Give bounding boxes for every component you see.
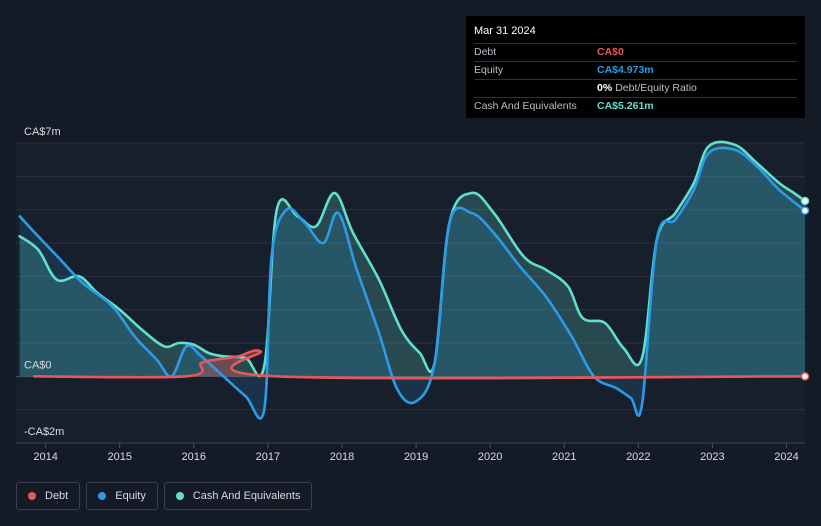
- x-tick-label: 2021: [552, 451, 576, 463]
- x-tick-label: 2018: [330, 451, 354, 463]
- tooltip-row-debt: Debt CA$0: [474, 43, 797, 61]
- area-cash: [19, 141, 805, 377]
- tooltip: Mar 31 2024 Debt CA$0 Equity CA$4.973m 0…: [466, 16, 805, 118]
- area-debt: [34, 350, 805, 379]
- x-tick-label: 2022: [626, 451, 650, 463]
- tooltip-row-ratio: 0% Debt/Equity Ratio: [474, 79, 797, 97]
- x-tick-label: 2015: [107, 451, 131, 463]
- x-tick-label: 2016: [182, 451, 206, 463]
- series-areas: [19, 141, 805, 419]
- y-tick-label: -CA$2m: [24, 426, 64, 438]
- legend-label-cash: Cash And Equivalents: [192, 490, 301, 502]
- line-cash: [18, 140, 807, 378]
- tooltip-label: Cash And Equivalents: [474, 100, 577, 112]
- x-tick-label: 2017: [256, 451, 280, 463]
- gridlines: [16, 142, 805, 444]
- tooltip-sub: Debt/Equity Ratio: [615, 82, 697, 94]
- debt-dot-icon: [28, 492, 36, 500]
- tooltip-value: CA$4.973m: [597, 64, 654, 76]
- x-tick-label: 2014: [33, 451, 57, 463]
- tooltip-date: Mar 31 2024: [474, 25, 536, 37]
- tooltip-label: Equity: [474, 64, 504, 76]
- tooltip-value: 0%: [597, 82, 613, 94]
- plot-area: [16, 143, 805, 443]
- tooltip-label: [474, 80, 597, 97]
- line-debt: [33, 349, 807, 380]
- legend-label-equity: Equity: [115, 490, 146, 502]
- series-lines: [18, 140, 807, 420]
- y-tick-label: CA$7m: [24, 126, 61, 138]
- tooltip-label: Debt: [474, 46, 497, 58]
- x-tick-label: 2019: [404, 451, 428, 463]
- tooltip-value: CA$0: [597, 46, 624, 58]
- legend-item-cash[interactable]: Cash And Equivalents: [163, 482, 313, 510]
- tooltip-row-equity: Equity CA$4.973m: [474, 61, 797, 79]
- area-equity: [19, 147, 805, 419]
- series-endpoints: [800, 196, 810, 381]
- endpoint-equity: [800, 206, 810, 215]
- tooltip-row-cash: Cash And Equivalents CA$5.261m: [474, 97, 797, 115]
- legend-item-equity[interactable]: Equity: [86, 482, 158, 510]
- cash-dot-icon: [175, 492, 184, 500]
- legend: Debt Equity Cash And Equivalents: [16, 482, 313, 510]
- equity-dot-icon: [98, 492, 107, 500]
- legend-item-debt[interactable]: Debt: [16, 482, 81, 510]
- legend-label-debt: Debt: [45, 490, 69, 502]
- x-axis-labels: 2014 2015 2016 2017 2018 2019 2020 2021 2022 2023…: [33, 443, 799, 463]
- endpoint-cash: [800, 196, 810, 206]
- x-tick-label: 2023: [700, 451, 724, 463]
- y-axis-labels: CA$7m CA$0 -CA$2m: [24, 126, 64, 438]
- x-tick-label: 2024: [774, 451, 798, 463]
- x-tick-label: 2020: [478, 451, 502, 463]
- y-tick-label: CA$0: [24, 359, 52, 371]
- endpoint-debt: [800, 372, 810, 381]
- tooltip-value: CA$5.261m: [597, 100, 654, 112]
